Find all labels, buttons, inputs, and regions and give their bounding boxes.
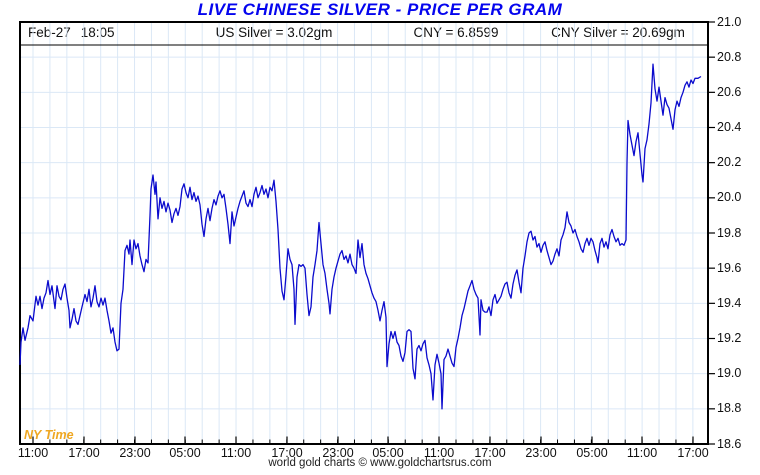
x-axis-tick-label: 23:00 [525, 446, 557, 460]
y-axis-tick-label: 18.8 [717, 401, 742, 416]
x-axis-tick-label: 11:00 [17, 446, 49, 460]
header-us-silver: US Silver = 3.02gm [215, 25, 333, 40]
price-line [19, 63, 702, 410]
attribution-text: world gold charts © www.goldchartsrus.co… [268, 457, 492, 469]
y-axis-tick-label: 19.4 [717, 295, 742, 310]
header-datetime: Feb-27 18:05 [28, 25, 115, 40]
x-axis-tick-label: 11:00 [220, 446, 252, 460]
y-axis-tick-label: 20.6 [717, 84, 742, 99]
chart-title: LIVE CHINESE SILVER - PRICE PER GRAM [197, 0, 563, 19]
timezone-label: NY Time [24, 428, 74, 442]
header-time: 18:05 [80, 25, 115, 40]
x-axis-tick-label: 23:00 [119, 446, 151, 460]
x-axis-tick-label: 05:00 [169, 446, 201, 460]
y-axis-tick-label: 21.0 [717, 14, 742, 29]
header-cny-silver: CNY Silver = 20.69gm [551, 25, 685, 40]
y-axis-tick-label: 20.8 [717, 49, 742, 64]
x-axis-tick-label: 05:00 [372, 446, 404, 460]
x-axis-tick-label: 11:00 [423, 446, 455, 460]
y-axis-tick-label: 20.4 [717, 120, 742, 134]
y-axis-tick-label: 19.2 [717, 331, 742, 345]
x-axis-tick-label: 11:00 [626, 446, 658, 460]
y-axis-tick-label: 19.6 [717, 260, 742, 275]
y-axis-tick-label: 18.6 [717, 436, 742, 451]
x-axis-tick-label: 17:00 [68, 446, 100, 460]
x-axis-tick-label: 05:00 [576, 446, 608, 460]
x-axis-tick-label: 17:00 [474, 446, 506, 460]
x-axis-tick-label: 23:00 [322, 446, 354, 460]
y-axis-tick-label: 19.8 [717, 225, 742, 240]
y-axis-tick-label: 20.0 [717, 190, 742, 205]
header-date: Feb-27 [28, 25, 71, 40]
x-axis-tick-label: 17:00 [677, 446, 709, 460]
y-axis-tick-label: 19.0 [717, 366, 742, 381]
x-axis-tick-label: 17:00 [271, 446, 303, 460]
y-axis-tick-label: 20.2 [717, 155, 742, 170]
